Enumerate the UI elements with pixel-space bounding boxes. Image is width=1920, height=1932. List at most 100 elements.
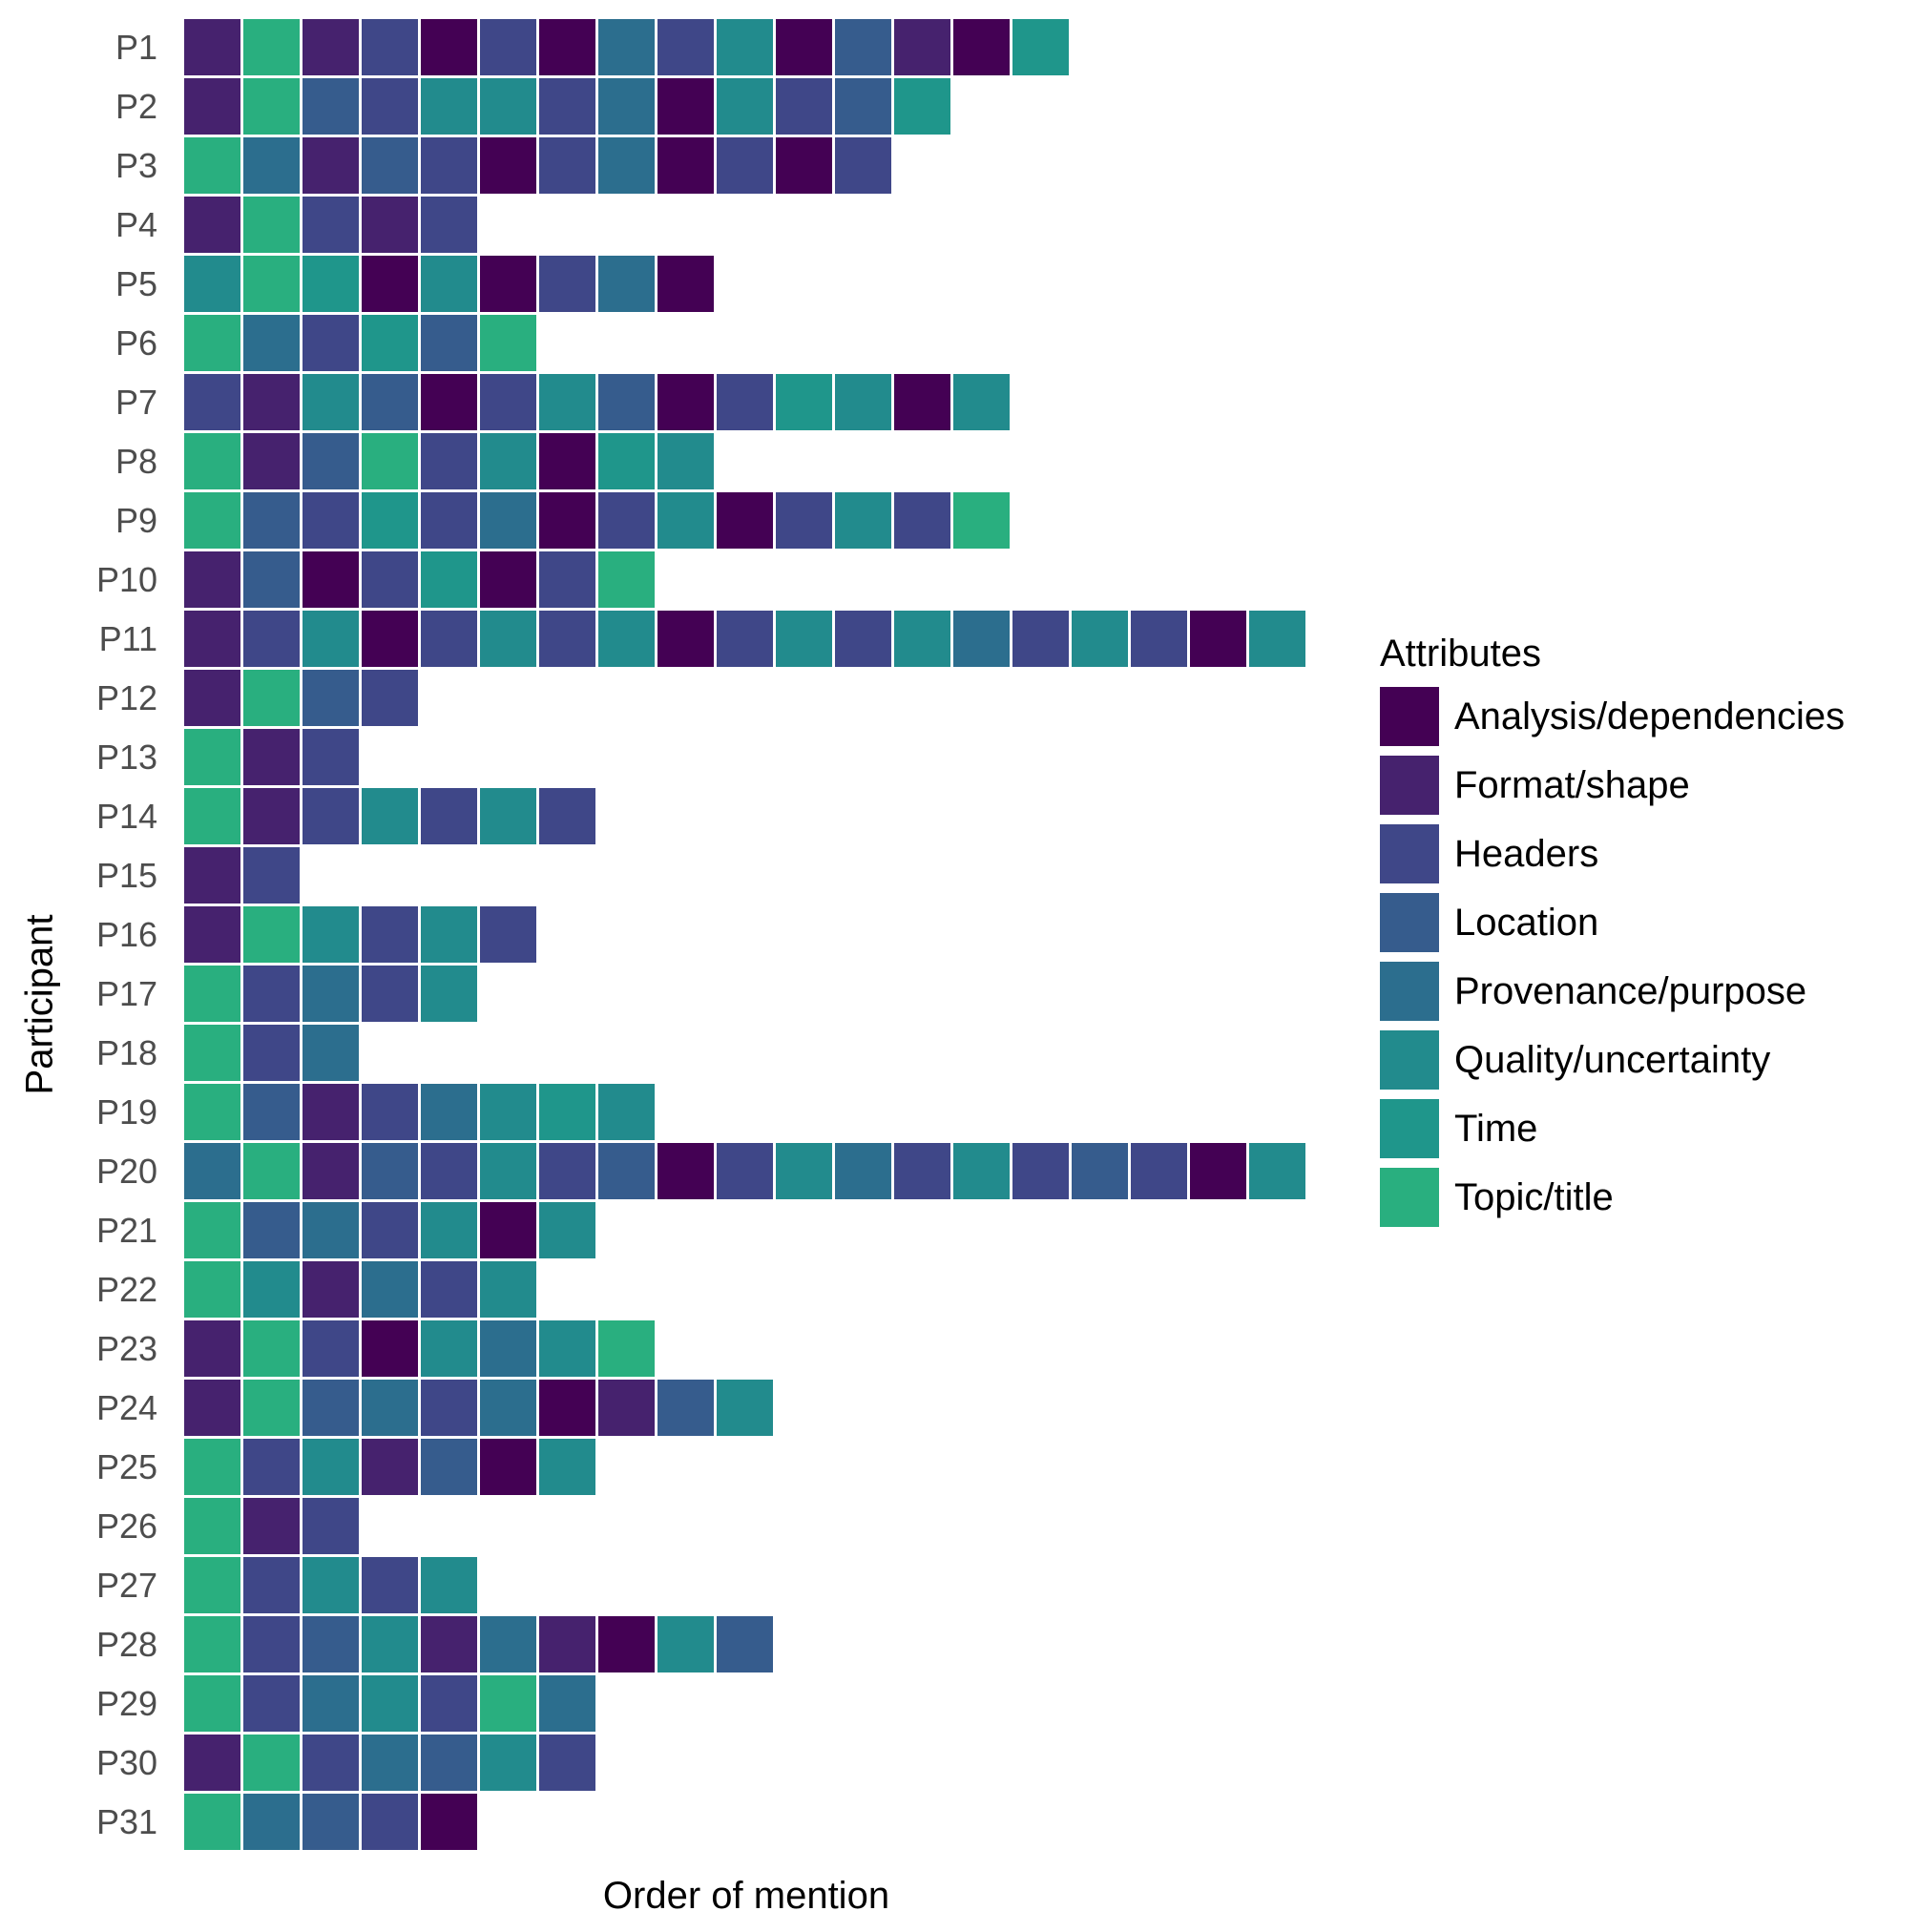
heatmap-cell bbox=[421, 551, 477, 608]
heatmap-cell bbox=[421, 256, 477, 312]
heatmap-cell bbox=[539, 1380, 595, 1436]
heatmap-cell bbox=[421, 197, 477, 253]
heatmap-cell bbox=[184, 1380, 240, 1436]
heatmap-cell bbox=[1131, 611, 1187, 667]
heatmap-cell bbox=[303, 374, 359, 430]
heatmap-cell bbox=[480, 374, 536, 430]
legend-swatch bbox=[1380, 893, 1439, 952]
heatmap-cell bbox=[421, 1794, 477, 1850]
heatmap-cell bbox=[243, 1143, 300, 1199]
y-tick-label: P19 bbox=[96, 1092, 157, 1132]
heatmap-cell bbox=[243, 374, 300, 430]
heatmap-cell bbox=[835, 374, 891, 430]
heatmap-cell bbox=[835, 19, 891, 75]
heatmap-cell bbox=[953, 611, 1010, 667]
heatmap-cell bbox=[184, 1675, 240, 1732]
heatmap-cell bbox=[835, 78, 891, 135]
heatmap-cell bbox=[717, 374, 773, 430]
heatmap-cell bbox=[421, 492, 477, 549]
heatmap-cell bbox=[421, 1202, 477, 1258]
heatmap-cell bbox=[480, 1143, 536, 1199]
legend-swatch bbox=[1380, 687, 1439, 746]
heatmap-cell bbox=[303, 1025, 359, 1081]
legend-swatch bbox=[1380, 1030, 1439, 1090]
y-tick-label: P30 bbox=[96, 1743, 157, 1782]
heatmap-cell bbox=[184, 197, 240, 253]
y-tick-label: P10 bbox=[96, 560, 157, 599]
heatmap-cell bbox=[1012, 1143, 1069, 1199]
y-tick-label: P6 bbox=[115, 323, 157, 363]
heatmap-cell bbox=[362, 78, 418, 135]
heatmap-cell bbox=[184, 1616, 240, 1672]
heatmap-cell bbox=[303, 1794, 359, 1850]
heatmap-cell bbox=[421, 1143, 477, 1199]
y-tick-label: P4 bbox=[115, 205, 157, 244]
y-tick-label: P8 bbox=[115, 442, 157, 481]
heatmap-cell bbox=[184, 1202, 240, 1258]
heatmap-cell bbox=[717, 137, 773, 194]
heatmap-cell bbox=[953, 19, 1010, 75]
y-tick-label: P12 bbox=[96, 678, 157, 717]
heatmap-cell bbox=[1012, 19, 1069, 75]
heatmap-cell bbox=[539, 1202, 595, 1258]
heatmap-cell bbox=[539, 1143, 595, 1199]
y-tick-label: P28 bbox=[96, 1625, 157, 1664]
heatmap-cell bbox=[303, 315, 359, 371]
heatmap-cell bbox=[243, 1498, 300, 1554]
heatmap-cell bbox=[1190, 1143, 1246, 1199]
heatmap-cell bbox=[243, 906, 300, 963]
heatmap-cell bbox=[184, 492, 240, 549]
heatmap-cell bbox=[539, 1616, 595, 1672]
heatmap-cell bbox=[243, 1675, 300, 1732]
heatmap-cell bbox=[657, 137, 714, 194]
legend-swatch bbox=[1380, 824, 1439, 883]
heatmap-cell bbox=[243, 847, 300, 904]
heatmap-cell bbox=[243, 1084, 300, 1140]
heatmap-cell bbox=[184, 1143, 240, 1199]
y-tick-label: P7 bbox=[115, 383, 157, 422]
heatmap-cell bbox=[657, 492, 714, 549]
y-tick-label: P3 bbox=[115, 146, 157, 185]
heatmap-cell bbox=[539, 256, 595, 312]
y-tick-label: P5 bbox=[115, 264, 157, 303]
heatmap-cell bbox=[598, 374, 655, 430]
heatmap-cell bbox=[243, 551, 300, 608]
heatmap-cell bbox=[243, 1202, 300, 1258]
heatmap-cell bbox=[776, 611, 832, 667]
heatmap-cell bbox=[717, 611, 773, 667]
heatmap-cell bbox=[362, 1380, 418, 1436]
y-tick-label: P15 bbox=[96, 856, 157, 895]
heatmap-cell bbox=[243, 788, 300, 844]
heatmap-cell bbox=[598, 551, 655, 608]
heatmap-cell bbox=[303, 729, 359, 785]
heatmap-cell bbox=[184, 256, 240, 312]
heatmap-cell bbox=[776, 492, 832, 549]
heatmap-cell bbox=[243, 19, 300, 75]
heatmap-cell bbox=[362, 906, 418, 963]
heatmap-cell bbox=[421, 1380, 477, 1436]
heatmap-cell bbox=[243, 611, 300, 667]
heatmap-cell bbox=[598, 611, 655, 667]
heatmap-cell bbox=[243, 1439, 300, 1495]
heatmap-cell bbox=[776, 137, 832, 194]
heatmap-cell bbox=[776, 78, 832, 135]
heatmap-cell bbox=[835, 137, 891, 194]
heatmap-cell bbox=[303, 788, 359, 844]
heatmap-cell bbox=[598, 19, 655, 75]
heatmap-cell bbox=[776, 19, 832, 75]
heatmap-cell bbox=[362, 433, 418, 489]
heatmap-cell bbox=[421, 966, 477, 1022]
heatmap-cell bbox=[539, 137, 595, 194]
heatmap-cell bbox=[184, 1320, 240, 1377]
heatmap-cell bbox=[539, 1675, 595, 1732]
heatmap-cell bbox=[184, 78, 240, 135]
heatmap-cell bbox=[657, 78, 714, 135]
heatmap-cell bbox=[243, 966, 300, 1022]
legend-label: Provenance/purpose bbox=[1454, 970, 1806, 1012]
heatmap-cell bbox=[184, 1735, 240, 1791]
heatmap-cell bbox=[598, 78, 655, 135]
heatmap-cell bbox=[362, 611, 418, 667]
heatmap-cell bbox=[776, 1143, 832, 1199]
heatmap-cell bbox=[362, 670, 418, 726]
heatmap-cell bbox=[953, 492, 1010, 549]
